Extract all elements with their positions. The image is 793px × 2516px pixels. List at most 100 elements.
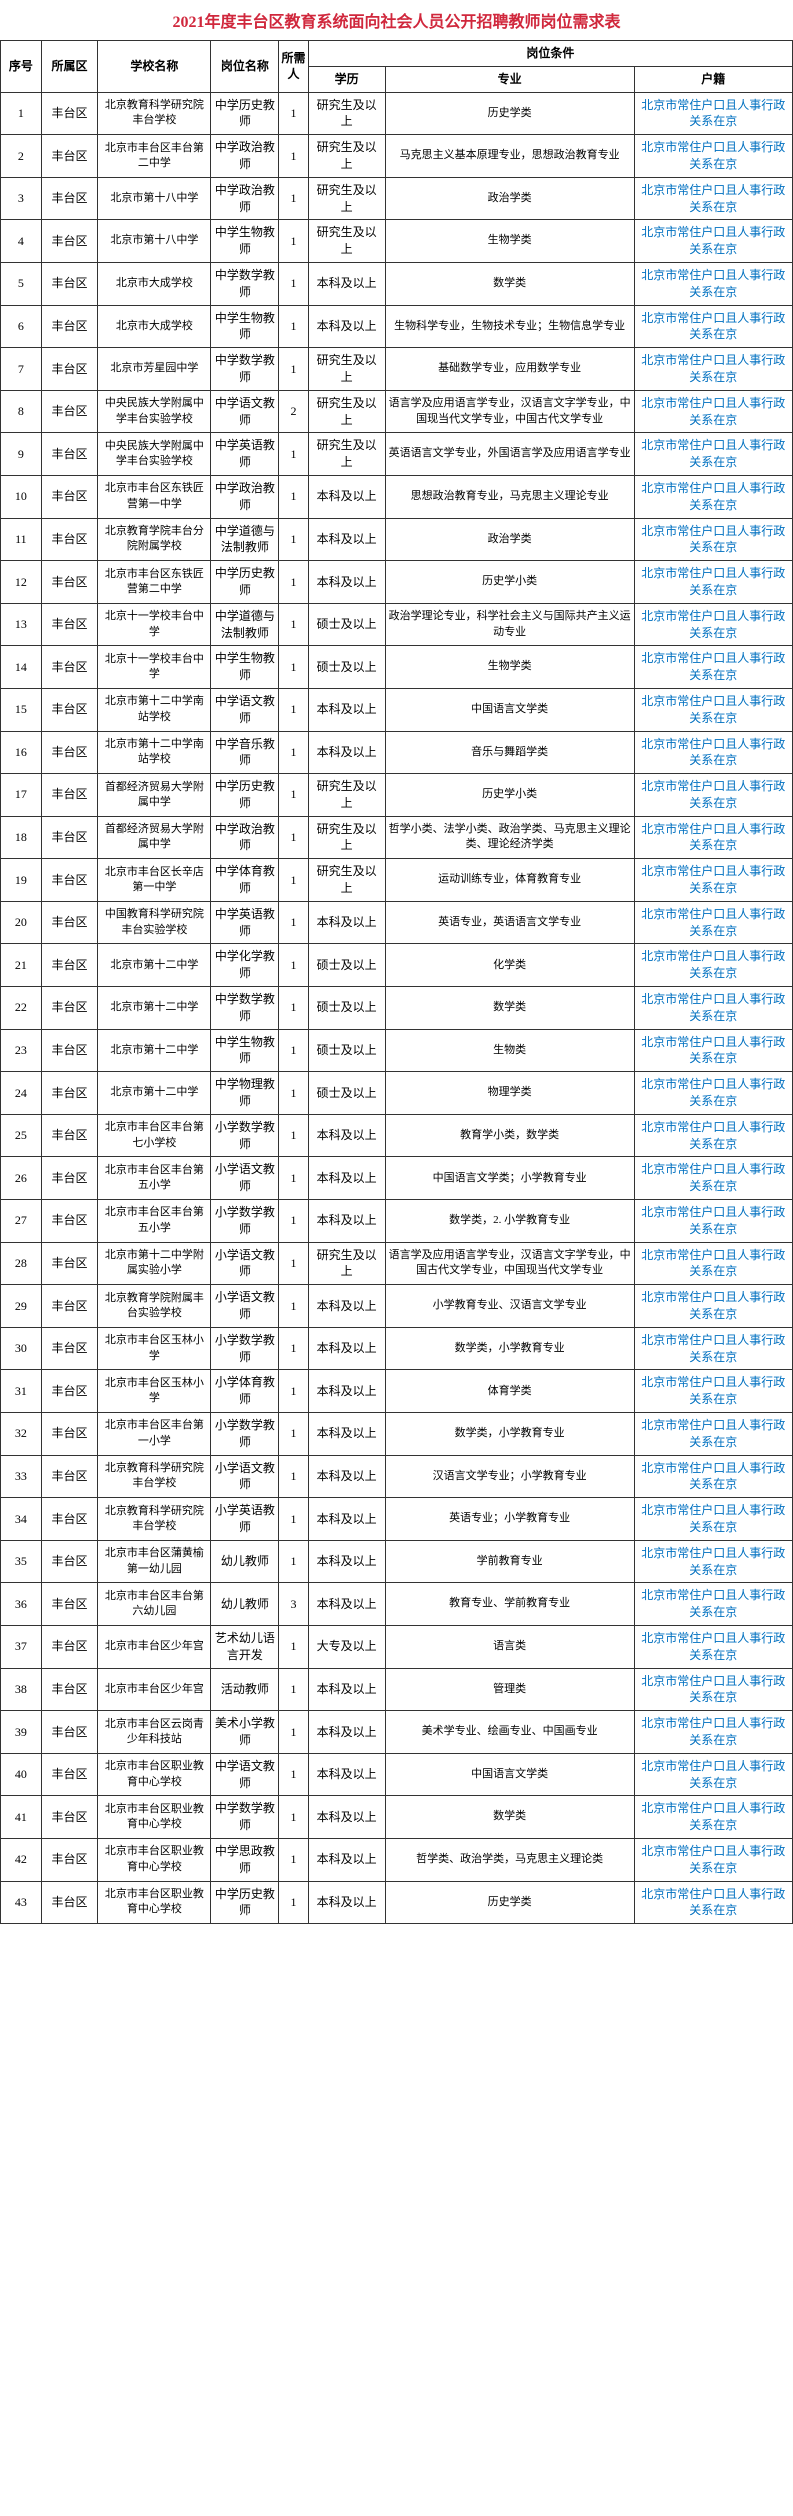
cell-position: 中学道德与法制教师 bbox=[211, 518, 279, 561]
cell-school: 北京市丰台区少年宫 bbox=[98, 1668, 211, 1711]
cell-school: 北京市第十二中学南站学校 bbox=[98, 731, 211, 774]
cell-major: 小学教育专业、汉语言文学专业 bbox=[385, 1285, 634, 1328]
cell-district: 丰台区 bbox=[41, 475, 98, 518]
cell-major: 英语语言文学专业，外国语言学及应用语言学专业 bbox=[385, 433, 634, 476]
table-row: 5丰台区北京市大成学校中学数学教师1本科及以上数学类北京市常住户口且人事行政关系… bbox=[1, 262, 793, 305]
table-row: 2丰台区北京市丰台区丰台第二中学中学政治教师1研究生及以上马克思主义基本原理专业… bbox=[1, 135, 793, 178]
cell-seq: 43 bbox=[1, 1881, 42, 1924]
header-hukou: 户籍 bbox=[634, 66, 792, 92]
cell-education: 硕士及以上 bbox=[308, 1029, 385, 1072]
cell-education: 本科及以上 bbox=[308, 1327, 385, 1370]
cell-major: 化学类 bbox=[385, 944, 634, 987]
cell-position: 中学英语教师 bbox=[211, 901, 279, 944]
cell-major: 教育学小类，数学类 bbox=[385, 1114, 634, 1157]
cell-major: 数学类，小学教育专业 bbox=[385, 1413, 634, 1456]
cell-school: 首都经济贸易大学附属中学 bbox=[98, 774, 211, 817]
cell-hukou: 北京市常住户口且人事行政关系在京 bbox=[634, 1029, 792, 1072]
cell-major: 汉语言文学专业；小学教育专业 bbox=[385, 1455, 634, 1498]
cell-education: 本科及以上 bbox=[308, 1157, 385, 1200]
cell-position: 小学语文教师 bbox=[211, 1285, 279, 1328]
table-row: 31丰台区北京市丰台区玉林小学小学体育教师1本科及以上体育学类北京市常住户口且人… bbox=[1, 1370, 793, 1413]
cell-seq: 27 bbox=[1, 1200, 42, 1243]
table-row: 9丰台区中央民族大学附属中学丰台实验学校中学英语教师1研究生及以上英语语言文学专… bbox=[1, 433, 793, 476]
cell-position: 活动教师 bbox=[211, 1668, 279, 1711]
cell-seq: 32 bbox=[1, 1413, 42, 1456]
cell-hukou: 北京市常住户口且人事行政关系在京 bbox=[634, 390, 792, 433]
cell-major: 语言学及应用语言学专业，汉语言文字学专业，中国古代文学专业，中国现当代文学专业 bbox=[385, 1242, 634, 1285]
cell-district: 丰台区 bbox=[41, 1114, 98, 1157]
cell-count: 2 bbox=[279, 390, 308, 433]
cell-position: 小学语文教师 bbox=[211, 1242, 279, 1285]
cell-education: 硕士及以上 bbox=[308, 944, 385, 987]
cell-school: 北京市丰台区少年宫 bbox=[98, 1625, 211, 1668]
cell-count: 1 bbox=[279, 901, 308, 944]
cell-seq: 33 bbox=[1, 1455, 42, 1498]
table-row: 32丰台区北京市丰台区丰台第一小学小学数学教师1本科及以上数学类，小学教育专业北… bbox=[1, 1413, 793, 1456]
cell-count: 1 bbox=[279, 987, 308, 1030]
cell-education: 本科及以上 bbox=[308, 1498, 385, 1541]
cell-seq: 7 bbox=[1, 348, 42, 391]
cell-position: 中学思政教师 bbox=[211, 1838, 279, 1881]
header-seq: 序号 bbox=[1, 41, 42, 93]
cell-count: 1 bbox=[279, 262, 308, 305]
cell-seq: 42 bbox=[1, 1838, 42, 1881]
cell-education: 本科及以上 bbox=[308, 1285, 385, 1328]
cell-district: 丰台区 bbox=[41, 220, 98, 263]
cell-major: 生物类 bbox=[385, 1029, 634, 1072]
cell-seq: 9 bbox=[1, 433, 42, 476]
cell-seq: 20 bbox=[1, 901, 42, 944]
cell-school: 北京市第十二中学 bbox=[98, 987, 211, 1030]
cell-hukou: 北京市常住户口且人事行政关系在京 bbox=[634, 475, 792, 518]
cell-education: 研究生及以上 bbox=[308, 859, 385, 902]
cell-education: 本科及以上 bbox=[308, 1583, 385, 1626]
cell-seq: 17 bbox=[1, 774, 42, 817]
header-conditions: 岗位条件 bbox=[308, 41, 792, 67]
cell-seq: 28 bbox=[1, 1242, 42, 1285]
cell-count: 1 bbox=[279, 1796, 308, 1839]
table-row: 40丰台区北京市丰台区职业教育中心学校中学语文教师1本科及以上中国语言文学类北京… bbox=[1, 1753, 793, 1796]
cell-hukou: 北京市常住户口且人事行政关系在京 bbox=[634, 603, 792, 646]
cell-count: 1 bbox=[279, 1285, 308, 1328]
cell-seq: 40 bbox=[1, 1753, 42, 1796]
cell-school: 北京市丰台区丰台第七小学校 bbox=[98, 1114, 211, 1157]
table-row: 28丰台区北京市第十二中学附属实验小学小学语文教师1研究生及以上语言学及应用语言… bbox=[1, 1242, 793, 1285]
cell-school: 北京市第十八中学 bbox=[98, 177, 211, 220]
table-row: 34丰台区北京教育科学研究院丰台学校小学英语教师1本科及以上英语专业；小学教育专… bbox=[1, 1498, 793, 1541]
table-row: 10丰台区北京市丰台区东铁匠营第一中学中学政治教师1本科及以上思想政治教育专业，… bbox=[1, 475, 793, 518]
cell-district: 丰台区 bbox=[41, 390, 98, 433]
cell-position: 中学道德与法制教师 bbox=[211, 603, 279, 646]
cell-school: 北京市第十二中学 bbox=[98, 944, 211, 987]
cell-count: 1 bbox=[279, 816, 308, 859]
cell-major: 生物科学专业，生物技术专业；生物信息学专业 bbox=[385, 305, 634, 348]
cell-count: 1 bbox=[279, 774, 308, 817]
cell-seq: 11 bbox=[1, 518, 42, 561]
cell-count: 1 bbox=[279, 1668, 308, 1711]
cell-school: 北京市丰台区职业教育中心学校 bbox=[98, 1753, 211, 1796]
cell-seq: 18 bbox=[1, 816, 42, 859]
cell-major: 数学类，2. 小学教育专业 bbox=[385, 1200, 634, 1243]
cell-hukou: 北京市常住户口且人事行政关系在京 bbox=[634, 1711, 792, 1754]
cell-major: 历史学小类 bbox=[385, 561, 634, 604]
cell-major: 语言类 bbox=[385, 1625, 634, 1668]
cell-position: 中学数学教师 bbox=[211, 987, 279, 1030]
cell-school: 北京十一学校丰台中学 bbox=[98, 646, 211, 689]
cell-count: 1 bbox=[279, 1413, 308, 1456]
cell-education: 本科及以上 bbox=[308, 561, 385, 604]
cell-position: 中学英语教师 bbox=[211, 433, 279, 476]
cell-count: 1 bbox=[279, 1072, 308, 1115]
cell-seq: 19 bbox=[1, 859, 42, 902]
cell-count: 1 bbox=[279, 1327, 308, 1370]
cell-seq: 34 bbox=[1, 1498, 42, 1541]
cell-seq: 3 bbox=[1, 177, 42, 220]
cell-hukou: 北京市常住户口且人事行政关系在京 bbox=[634, 1583, 792, 1626]
cell-hukou: 北京市常住户口且人事行政关系在京 bbox=[634, 1242, 792, 1285]
cell-education: 研究生及以上 bbox=[308, 220, 385, 263]
cell-hukou: 北京市常住户口且人事行政关系在京 bbox=[634, 646, 792, 689]
table-row: 41丰台区北京市丰台区职业教育中心学校中学数学教师1本科及以上数学类北京市常住户… bbox=[1, 1796, 793, 1839]
table-row: 23丰台区北京市第十二中学中学生物教师1硕士及以上生物类北京市常住户口且人事行政… bbox=[1, 1029, 793, 1072]
cell-count: 1 bbox=[279, 1242, 308, 1285]
header-education: 学历 bbox=[308, 66, 385, 92]
cell-education: 本科及以上 bbox=[308, 1540, 385, 1583]
cell-hukou: 北京市常住户口且人事行政关系在京 bbox=[634, 1498, 792, 1541]
cell-education: 研究生及以上 bbox=[308, 177, 385, 220]
